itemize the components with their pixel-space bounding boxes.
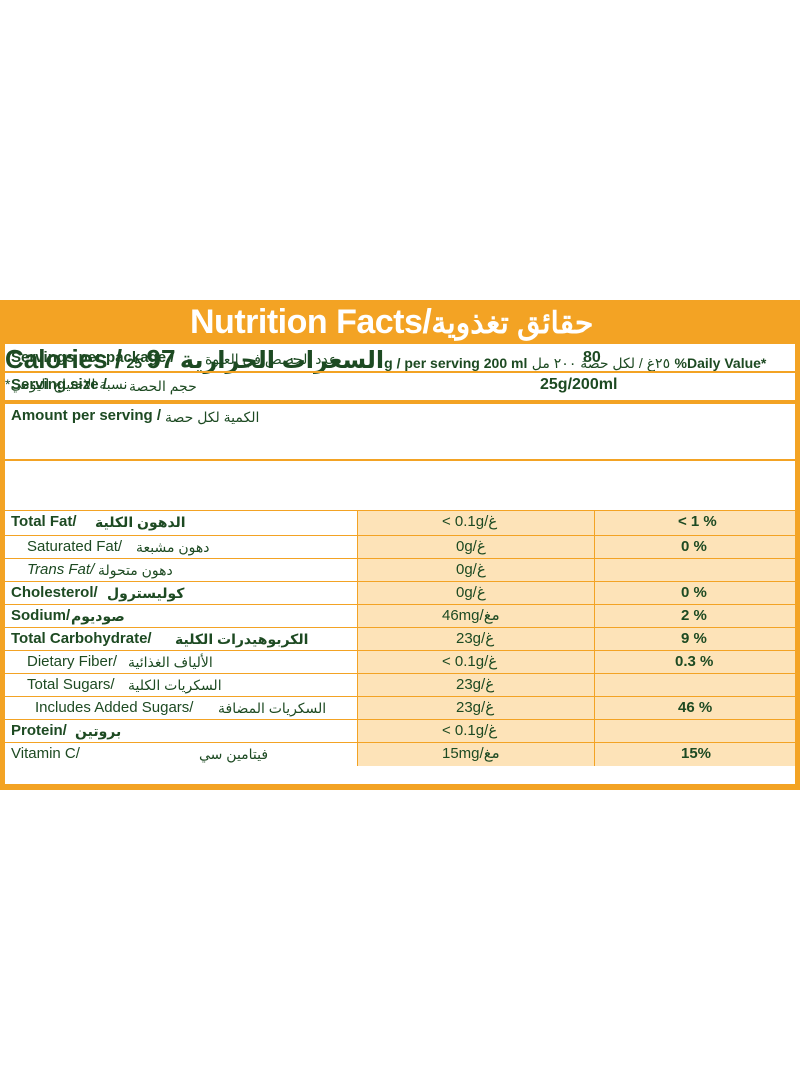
table-row: Total Fat/الدهون الكلية < 0.1g/غ < 1 % bbox=[5, 510, 795, 535]
servings-per-package-label: Servings per package / bbox=[11, 349, 175, 366]
nutrient-label: Total Sugars/ bbox=[27, 676, 115, 693]
nutrient-amount: 0g/غ bbox=[456, 584, 486, 601]
nutrient-dv: 15% bbox=[681, 745, 712, 762]
nutrient-amount: < 0.1g/غ bbox=[442, 513, 498, 530]
table-row: Sodium/صوديوم 46mg/مغ 2 % bbox=[5, 604, 795, 627]
nutrient-label: Dietary Fiber/ bbox=[27, 653, 118, 670]
nutrient-amount: < 0.1g/غ bbox=[442, 653, 498, 670]
nutrient-label-ar: صوديوم bbox=[71, 608, 125, 624]
nutrient-label: Protein/ bbox=[11, 722, 67, 739]
nutrient-label: Cholesterol/ bbox=[11, 584, 98, 601]
nutrient-amount: < 0.1g/غ bbox=[442, 722, 498, 739]
table-row: Total Carbohydrate/الكربوهيدرات الكلية 2… bbox=[5, 627, 795, 650]
nutrient-label-ar: كوليسترول bbox=[107, 585, 185, 601]
daily-value-header: %Daily Value* bbox=[674, 355, 767, 371]
table-row: Cholesterol/كوليسترول 0g/غ 0 % bbox=[5, 581, 795, 604]
nutrient-label-ar: فيتامين سي bbox=[199, 746, 269, 762]
nutrient-label-ar: دهون مشبعة bbox=[136, 539, 210, 555]
nutrient-dv: 0 % bbox=[681, 584, 707, 601]
nutrient-table: Total Fat/الدهون الكلية < 0.1g/غ < 1 % S… bbox=[5, 510, 795, 784]
divider bbox=[5, 371, 795, 373]
nutrient-amount: 46mg/مغ bbox=[442, 607, 500, 624]
table-row: Total Sugars/السكريات الكلية 23g/غ bbox=[5, 673, 795, 696]
nutrient-label-ar: الدهون الكلية bbox=[95, 514, 186, 530]
nutrient-amount: 23g/غ bbox=[456, 630, 495, 647]
nutrient-label-ar: السكريات المضافة bbox=[218, 700, 327, 716]
nutrient-label: Sodium/ bbox=[11, 607, 71, 624]
servings-per-package-value: 80 bbox=[583, 349, 601, 366]
nutrient-dv: 0.3 % bbox=[675, 653, 714, 670]
nutrient-amount: 15mg/مغ bbox=[442, 745, 500, 762]
daily-value-header-ar: *نسبة الاحتياج اليومي bbox=[5, 376, 128, 392]
nutrient-dv: 0 % bbox=[681, 538, 707, 555]
label-title: Nutrition Facts/حقائق تغذوية bbox=[0, 300, 800, 344]
calories-label-ar: السعرات الحرارية bbox=[179, 347, 385, 374]
nutrient-label-ar: بروتين bbox=[75, 723, 122, 739]
nutrient-dv: 46 % bbox=[678, 699, 713, 716]
table-row: Protein/بروتين < 0.1g/غ bbox=[5, 719, 795, 742]
servings-per-package-label-ar: عدد الحصص في العبوة bbox=[205, 351, 338, 367]
nutrient-dv: 9 % bbox=[681, 630, 707, 647]
nutrient-amount: 23g/غ bbox=[456, 699, 495, 716]
nutrient-label-ar: دهون متحولة bbox=[98, 562, 173, 578]
amount-per-serving-label: Amount per serving / bbox=[11, 407, 162, 424]
nutrient-label-ar: الألياف الغذائية bbox=[128, 654, 213, 670]
per-serving-header-ar: ٢٥غ / لكل حصة ٢٠٠ مل bbox=[531, 355, 671, 371]
nutrient-dv: < 1 % bbox=[678, 513, 717, 530]
table-row: Trans Fat/دهون متحولة 0g/غ bbox=[5, 558, 795, 581]
label-body: Servings per package / عدد الحصص في العب… bbox=[5, 344, 795, 784]
nutrient-label-ar: السكريات الكلية bbox=[128, 677, 222, 693]
table-row: Dietary Fiber/الألياف الغذائية < 0.1g/غ … bbox=[5, 650, 795, 673]
title-arabic: حقائق تغذوية bbox=[431, 307, 594, 340]
serving-size-label-ar: حجم الحصة bbox=[129, 378, 197, 394]
nutrient-label: Trans Fat/ bbox=[27, 561, 95, 578]
calories-label: Calories / bbox=[5, 344, 123, 374]
serving-size-value: 25g/200ml bbox=[540, 376, 618, 393]
nutrient-amount: 23g/غ bbox=[456, 676, 495, 693]
nutrient-label-ar: الكربوهيدرات الكلية bbox=[175, 631, 309, 647]
table-row: Saturated Fat/دهون مشبعة 0g/غ 0 % bbox=[5, 535, 795, 558]
nutrient-label: Saturated Fat/ bbox=[27, 538, 123, 555]
table-row: Vitamin C/فيتامين سي 15mg/مغ 15% bbox=[5, 742, 795, 766]
nutrition-facts-label: Nutrition Facts/حقائق تغذوية Servings pe… bbox=[0, 300, 800, 790]
calories-value: 97 bbox=[146, 344, 176, 374]
per-serving-header: 25g / per serving 200 ml bbox=[126, 355, 528, 371]
nutrient-label: Vitamin C/ bbox=[11, 745, 80, 762]
nutrient-label: Total Carbohydrate/ bbox=[11, 630, 152, 647]
nutrient-dv: 2 % bbox=[681, 607, 707, 624]
divider bbox=[5, 459, 795, 461]
nutrient-amount: 0g/غ bbox=[456, 538, 486, 555]
nutrient-amount: 0g/غ bbox=[456, 561, 486, 578]
table-row: Includes Added Sugars/السكريات المضافة 2… bbox=[5, 696, 795, 719]
nutrient-label: Total Fat/ bbox=[11, 513, 77, 530]
amount-per-serving-label-ar: الكمية لكل حصة bbox=[165, 409, 260, 425]
nutrient-label: Includes Added Sugars/ bbox=[35, 699, 194, 716]
serving-size-label: Serving size / bbox=[11, 376, 107, 393]
title-english: Nutrition Facts/ bbox=[190, 303, 432, 341]
thick-divider bbox=[5, 400, 795, 404]
